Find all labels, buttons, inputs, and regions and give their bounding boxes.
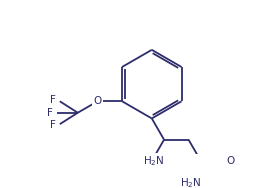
Text: F: F [50,120,56,130]
Text: O: O [226,156,234,166]
Text: F: F [46,108,53,118]
Text: O: O [94,96,102,106]
Text: H$_2$N: H$_2$N [144,155,165,168]
Text: H$_2$N: H$_2$N [180,176,202,188]
Text: F: F [50,96,56,105]
